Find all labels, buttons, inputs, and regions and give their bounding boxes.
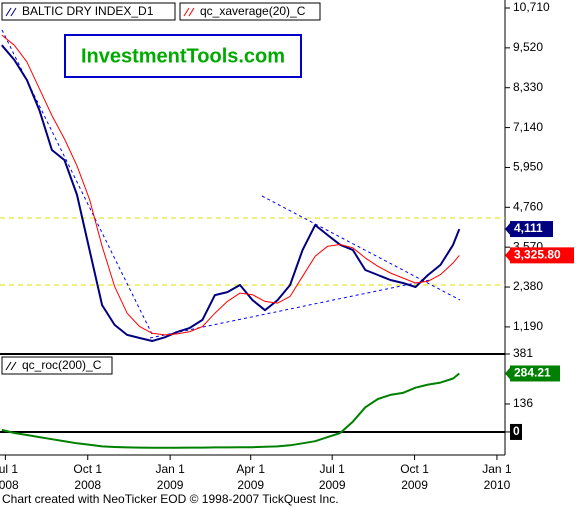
y-tick-label: 2,380 xyxy=(513,279,543,293)
y-tick-label: 381 xyxy=(513,346,533,360)
legend-icon xyxy=(183,7,195,17)
y-tick-label: 136 xyxy=(513,396,533,410)
x-tick-label: Oct 1 xyxy=(400,462,429,476)
value-tag-arrow xyxy=(505,248,511,263)
x-tick-year: 2008 xyxy=(74,478,101,492)
value-tag-label: 284.21 xyxy=(514,366,551,380)
legend-icon xyxy=(5,7,17,17)
x-tick-label: Oct 1 xyxy=(73,462,102,476)
series-line xyxy=(1,44,461,342)
y-tick-label: 4,760 xyxy=(513,199,543,213)
value-tag xyxy=(510,221,553,238)
y-tick-label: 9,520 xyxy=(513,40,543,54)
legend-label: qc_roc(200)_C xyxy=(22,358,102,372)
y-tick-label: 0 xyxy=(513,424,520,438)
value-tag-label: 4,111 xyxy=(514,221,543,235)
x-tick-label: Jan 1 xyxy=(155,462,185,476)
x-tick-label: Jul 1 xyxy=(0,462,18,476)
value-tag xyxy=(510,365,560,382)
y-tick-label: 10,710 xyxy=(513,0,550,14)
value-tag-label: 3,325.80 xyxy=(514,248,561,262)
y-tick-label: 8,330 xyxy=(513,80,543,94)
value-tag xyxy=(510,247,574,264)
x-tick-year: 2009 xyxy=(319,478,346,492)
value-tag-arrow xyxy=(505,366,511,381)
x-tick-year: 2009 xyxy=(401,478,428,492)
legend-label: qc_xaverage(20)_C xyxy=(200,4,306,18)
x-tick-year: 2009 xyxy=(157,478,184,492)
credit: Chart created with NeoTicker EOD © 1998-… xyxy=(2,492,339,506)
zero-tag xyxy=(510,423,522,440)
trend-line xyxy=(261,195,461,301)
y-tick-label: 1,190 xyxy=(513,319,543,333)
x-tick-year: 2010 xyxy=(484,478,511,492)
value-tag-arrow xyxy=(505,222,511,237)
legend-box xyxy=(1,356,113,375)
x-tick-year: 2009 xyxy=(237,478,264,492)
series-line xyxy=(1,34,460,336)
x-tick-label: Jul 1 xyxy=(320,462,346,476)
x-tick-label: Jan 1 xyxy=(482,462,512,476)
legend-box xyxy=(1,2,176,21)
series-line xyxy=(1,372,460,449)
legend-icon xyxy=(5,361,17,371)
y-tick-label: 5,950 xyxy=(513,160,543,174)
legend-box xyxy=(179,2,321,21)
x-tick-label: Apr 1 xyxy=(236,462,265,476)
legend-label: BALTIC DRY INDEX_D1 xyxy=(22,4,154,18)
y-tick-label: 7,140 xyxy=(513,120,543,134)
x-tick-year: 2008 xyxy=(0,478,19,492)
logo-box xyxy=(64,34,302,78)
logo: InvestmentTools.com xyxy=(81,45,285,67)
